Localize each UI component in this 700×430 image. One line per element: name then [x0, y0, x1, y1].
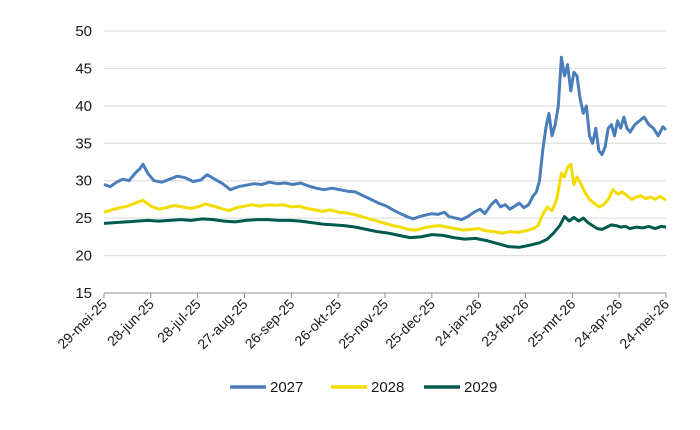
- y-tick-label: 40: [75, 98, 92, 115]
- x-tick-label: 29-mei-25: [54, 296, 110, 352]
- y-axis-ticks: 15 20 25 30 35 40 45 50: [75, 23, 92, 302]
- x-tick-label: 25-mrt-26: [524, 296, 578, 350]
- x-tick-label: 28-jun-25: [104, 296, 157, 349]
- x-tick-label: 25-dec-25: [382, 296, 438, 352]
- legend-label: 2028: [371, 379, 404, 396]
- x-tick-label: 27-aug-25: [194, 296, 251, 353]
- y-tick-label: 20: [75, 248, 92, 265]
- y-tick-label: 30: [75, 173, 92, 190]
- x-tick-label: 24-mei-26: [616, 296, 672, 352]
- series-line-2028: [103, 162, 667, 235]
- y-tick-label: 50: [75, 23, 92, 40]
- series-line-2027: [103, 55, 668, 222]
- series-lines: [103, 55, 668, 249]
- y-tick-label: 15: [75, 285, 92, 302]
- series-line-2029: [103, 215, 667, 249]
- y-tick-label: 35: [75, 135, 92, 152]
- legend: 2027 2028 2029: [230, 379, 497, 396]
- legend-label: 2027: [270, 379, 303, 396]
- x-axis-ticks: 29-mei-2528-jun-2528-jul-2527-aug-2526-s…: [54, 293, 672, 352]
- y-tick-label: 45: [75, 60, 92, 77]
- x-tick-label: 24-jan-26: [432, 296, 485, 349]
- legend-label: 2029: [464, 379, 497, 396]
- x-tick-label: 23-feb-26: [478, 296, 532, 350]
- y-tick-label: 25: [75, 210, 92, 227]
- x-tick-label: 26-sep-25: [242, 296, 298, 352]
- x-tick-label: 25-nov-25: [335, 296, 391, 352]
